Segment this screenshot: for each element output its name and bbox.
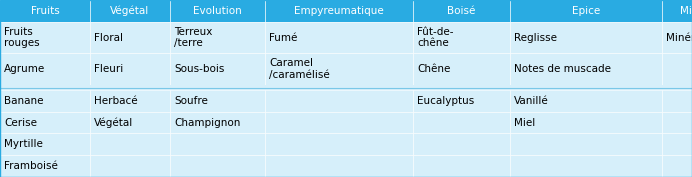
Text: Terreux
/terre: Terreux /terre xyxy=(174,27,212,48)
Bar xyxy=(90,133,170,155)
Bar xyxy=(170,22,265,53)
Text: Herbacé: Herbacé xyxy=(94,96,138,106)
Bar xyxy=(170,53,265,85)
Bar xyxy=(0,133,90,155)
Bar xyxy=(0,85,692,90)
Text: Champignon: Champignon xyxy=(174,118,240,128)
Bar xyxy=(413,0,510,22)
Text: Fruits
rouges: Fruits rouges xyxy=(4,27,39,48)
Bar xyxy=(413,112,510,133)
Bar xyxy=(265,155,413,177)
Bar xyxy=(170,133,265,155)
Text: Fût-de-
chêne: Fût-de- chêne xyxy=(417,27,453,48)
Text: Reglisse: Reglisse xyxy=(514,33,557,43)
Bar xyxy=(662,22,692,53)
Bar xyxy=(170,155,265,177)
Bar xyxy=(413,155,510,177)
Bar xyxy=(90,155,170,177)
Bar xyxy=(662,0,692,22)
Bar xyxy=(0,0,90,22)
Text: Floral: Floral xyxy=(94,33,123,43)
Text: Agrume: Agrume xyxy=(4,64,45,74)
Bar xyxy=(265,22,413,53)
Text: Miel: Miel xyxy=(514,118,535,128)
Text: Fleuri: Fleuri xyxy=(94,64,123,74)
Text: Soufre: Soufre xyxy=(174,96,208,106)
Bar xyxy=(510,0,662,22)
Text: Eucalyptus: Eucalyptus xyxy=(417,96,474,106)
Text: Framboisé: Framboisé xyxy=(4,161,58,171)
Bar xyxy=(90,22,170,53)
Bar xyxy=(413,22,510,53)
Bar xyxy=(510,112,662,133)
Bar xyxy=(265,112,413,133)
Text: Chêne: Chêne xyxy=(417,64,450,74)
Text: Boisé: Boisé xyxy=(447,6,475,16)
Bar xyxy=(662,90,692,112)
Bar xyxy=(0,90,90,112)
Text: Notes de muscade: Notes de muscade xyxy=(514,64,611,74)
Text: Epice: Epice xyxy=(572,6,600,16)
Bar xyxy=(413,90,510,112)
Text: Cerise: Cerise xyxy=(4,118,37,128)
Bar xyxy=(662,133,692,155)
Bar xyxy=(170,0,265,22)
Bar xyxy=(265,90,413,112)
Text: Banane: Banane xyxy=(4,96,44,106)
Bar xyxy=(170,90,265,112)
Text: Myrtille: Myrtille xyxy=(4,139,43,149)
Text: Evolution: Evolution xyxy=(193,6,242,16)
Bar xyxy=(0,53,90,85)
Bar xyxy=(265,53,413,85)
Text: Minéral: Minéral xyxy=(680,6,692,16)
Bar xyxy=(265,133,413,155)
Text: Végétal: Végétal xyxy=(111,6,149,16)
Text: Minéral: Minéral xyxy=(666,33,692,43)
Text: Végétal: Végétal xyxy=(94,117,134,128)
Bar xyxy=(170,112,265,133)
Text: Vanillé: Vanillé xyxy=(514,96,549,106)
Text: Sous-bois: Sous-bois xyxy=(174,64,224,74)
Text: Caramel
/caramélisé: Caramel /caramélisé xyxy=(269,58,330,80)
Bar xyxy=(510,155,662,177)
Bar xyxy=(413,53,510,85)
Bar xyxy=(90,53,170,85)
Bar xyxy=(510,90,662,112)
Bar xyxy=(90,0,170,22)
Bar xyxy=(510,53,662,85)
Bar xyxy=(662,112,692,133)
Bar xyxy=(90,112,170,133)
Text: Fumé: Fumé xyxy=(269,33,298,43)
Bar xyxy=(0,112,90,133)
Bar xyxy=(413,133,510,155)
Bar xyxy=(265,0,413,22)
Bar xyxy=(0,155,90,177)
Bar xyxy=(510,133,662,155)
Bar xyxy=(90,90,170,112)
Text: Fruits: Fruits xyxy=(30,6,60,16)
Bar xyxy=(0,22,90,53)
Bar xyxy=(662,53,692,85)
Text: Empyreumatique: Empyreumatique xyxy=(294,6,384,16)
Bar xyxy=(662,155,692,177)
Bar xyxy=(510,22,662,53)
